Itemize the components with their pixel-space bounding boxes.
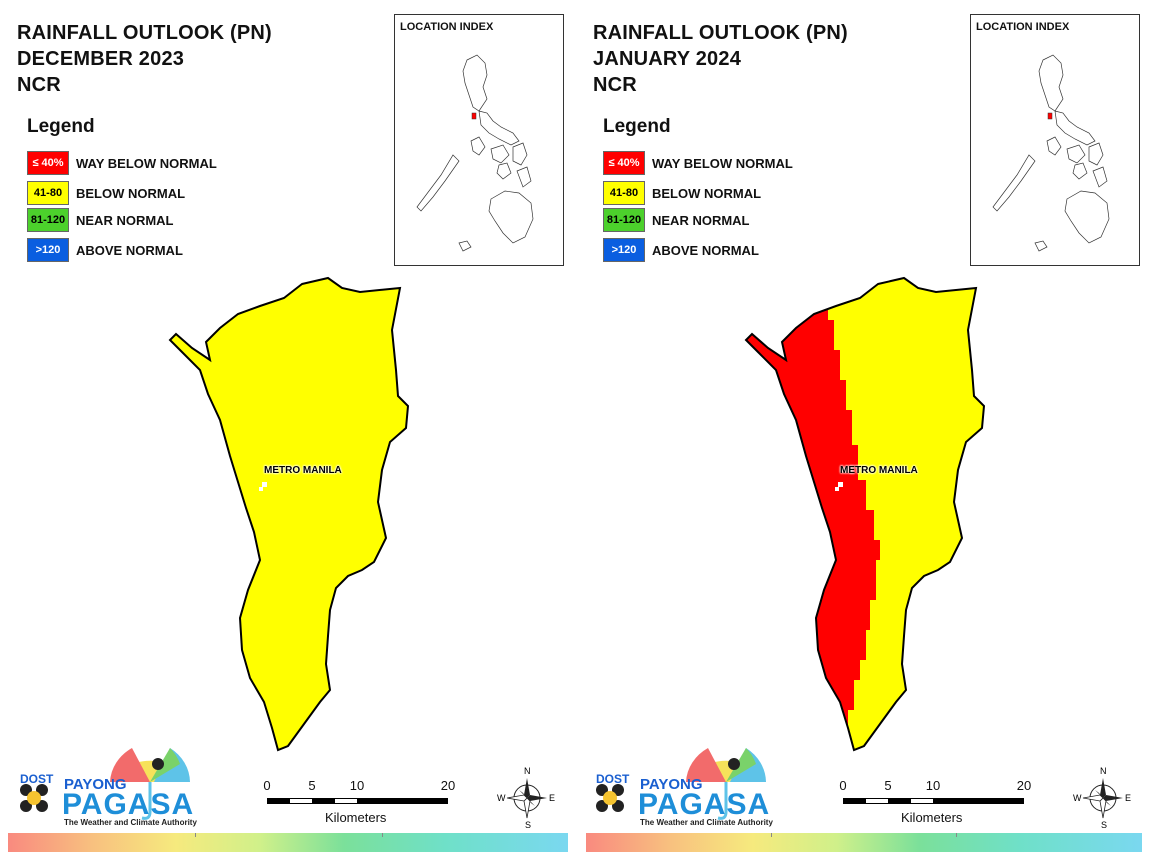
legend-swatch: ≤ 40% <box>603 151 645 175</box>
scale-tick: 20 <box>1016 778 1032 793</box>
panel-january: RAINFALL OUTLOOK (PN) JANUARY 2024 NCR L… <box>576 0 1152 864</box>
north-arrow-compass: N S E W <box>1073 766 1133 830</box>
map-title: RAINFALL OUTLOOK (PN) JANUARY 2024 NCR <box>593 20 848 98</box>
philippines-inset-map <box>416 54 534 252</box>
legend-label: BELOW NORMAL <box>76 186 186 201</box>
scale-tick: 10 <box>925 778 941 793</box>
logo-pagasa: PAGASA <box>638 788 771 821</box>
ncr-map <box>744 276 986 752</box>
philippines-inset-map <box>992 54 1110 252</box>
location-index-title: LOCATION INDEX <box>400 21 494 33</box>
logo-graphic <box>20 748 190 820</box>
logo-dost: DOST <box>596 772 630 786</box>
region-label: METRO MANILA <box>840 465 918 476</box>
legend-swatch: 41-80 <box>603 181 645 205</box>
north-arrow-compass: N S E W <box>497 766 557 830</box>
title-line-3: NCR <box>593 74 637 96</box>
legend-swatch: 41-80 <box>27 181 69 205</box>
compass-n: N <box>1100 766 1107 776</box>
pagasa-logo: DOST PAYONG PAGASA The Weather and Clima… <box>14 738 204 833</box>
scale-bar-graphic <box>267 798 448 804</box>
pagasa-logo: DOST PAYONG PAGASA The Weather and Clima… <box>590 738 780 833</box>
ncr-highlight <box>471 112 477 120</box>
map-title: RAINFALL OUTLOOK (PN) DECEMBER 2023 NCR <box>17 20 272 98</box>
map-marker <box>259 487 263 491</box>
legend-label: NEAR NORMAL <box>76 213 174 228</box>
title-line-2: DECEMBER 2023 <box>17 48 185 70</box>
legend-swatch: 81-120 <box>603 208 645 232</box>
logo-payong: PAYONG <box>64 776 127 793</box>
map-marker <box>262 482 267 487</box>
compass-w: W <box>497 793 506 803</box>
logo-dost: DOST <box>20 772 54 786</box>
title-line-1: RAINFALL OUTLOOK (PN) <box>593 22 848 44</box>
scale-tick: 5 <box>884 778 892 793</box>
logo-tagline: The Weather and Climate Authority <box>64 818 197 827</box>
compass-rose-icon <box>506 778 547 819</box>
ncr-boundary <box>744 276 986 752</box>
legend-label: NEAR NORMAL <box>652 213 750 228</box>
compass-s: S <box>1101 820 1108 830</box>
compass-n: N <box>524 766 531 776</box>
scale-caption: Kilometers <box>901 810 963 825</box>
logo-graphic <box>596 748 766 820</box>
legend-label: BELOW NORMAL <box>652 186 762 201</box>
location-index-box: LOCATION INDEX <box>394 14 564 266</box>
compass-rose-icon <box>1082 778 1123 819</box>
location-index-box: LOCATION INDEX <box>970 14 1140 266</box>
location-index-title: LOCATION INDEX <box>976 21 1070 33</box>
scale-bar: 0 5 10 20 Kilometers <box>260 778 460 828</box>
panel-december: RAINFALL OUTLOOK (PN) DECEMBER 2023 NCR … <box>8 14 568 852</box>
map-marker <box>835 487 839 491</box>
map-marker <box>838 482 843 487</box>
legend-swatch: >120 <box>27 238 69 262</box>
title-line-2: JANUARY 2024 <box>593 48 742 70</box>
region-label: METRO MANILA <box>264 465 342 476</box>
compass-s: S <box>525 820 532 830</box>
logo-pagasa: PAGASA <box>62 788 195 821</box>
logo-tagline: The Weather and Climate Authority <box>640 818 773 827</box>
scale-bar: 0 5 10 20 Kilometers <box>836 778 1036 828</box>
scale-tick: 10 <box>349 778 365 793</box>
ncr-region-below-normal <box>168 276 410 752</box>
scale-bar-graphic <box>843 798 1024 804</box>
legend-label: ABOVE NORMAL <box>76 243 183 258</box>
legend-label: WAY BELOW NORMAL <box>76 156 217 171</box>
compass-w: W <box>1073 793 1082 803</box>
legend-heading: Legend <box>603 116 671 137</box>
color-gradient-strip <box>586 833 1142 852</box>
scale-tick: 0 <box>263 778 271 793</box>
legend-swatch: >120 <box>603 238 645 262</box>
legend-heading: Legend <box>27 116 95 137</box>
scale-tick: 5 <box>308 778 316 793</box>
color-gradient-strip <box>8 833 568 852</box>
ncr-map <box>168 276 410 752</box>
scale-tick: 20 <box>440 778 456 793</box>
legend-label: ABOVE NORMAL <box>652 243 759 258</box>
legend-swatch: ≤ 40% <box>27 151 69 175</box>
scale-tick: 0 <box>839 778 847 793</box>
compass-e: E <box>1125 793 1132 803</box>
scale-caption: Kilometers <box>325 810 387 825</box>
compass-e: E <box>549 793 556 803</box>
legend-label: WAY BELOW NORMAL <box>652 156 793 171</box>
title-line-3: NCR <box>17 74 61 96</box>
legend-swatch: 81-120 <box>27 208 69 232</box>
logo-payong: PAYONG <box>640 776 703 793</box>
ncr-highlight <box>1047 112 1053 120</box>
title-line-1: RAINFALL OUTLOOK (PN) <box>17 22 272 44</box>
